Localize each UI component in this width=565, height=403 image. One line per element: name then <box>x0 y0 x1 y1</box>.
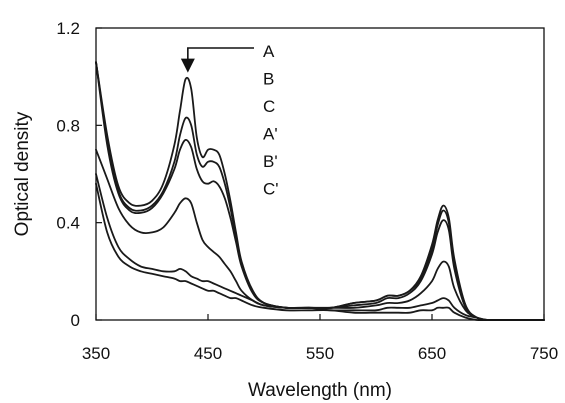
y-axis-label: Optical density <box>12 111 33 236</box>
annotation-layer <box>180 47 254 73</box>
legend-label: B' <box>263 152 278 171</box>
x-tick-label: 650 <box>418 344 446 363</box>
series-line-6 <box>95 182 545 322</box>
annotation-arrow-line <box>187 47 254 61</box>
legend-label: B <box>263 70 274 89</box>
y-tick-label: 1.2 <box>56 19 80 38</box>
legend-label: C <box>263 97 275 116</box>
x-tick-label: 550 <box>306 344 334 363</box>
series-layer <box>95 61 545 322</box>
x-axis-label: Wavelength (nm) <box>248 380 392 401</box>
x-tick-label: 350 <box>82 344 110 363</box>
tick-layer: 350 450 550 650 750 0 0.4 0.8 1.2 <box>56 19 558 363</box>
legend-label: A <box>263 42 275 61</box>
series-line-2 <box>95 61 545 322</box>
y-tick-label: 0.4 <box>56 214 80 233</box>
x-tick-label: 450 <box>194 344 222 363</box>
legend-label: C' <box>263 180 279 199</box>
x-tick-label: 750 <box>530 344 558 363</box>
series-line-5 <box>95 173 545 322</box>
annotation-arrowhead <box>180 58 195 73</box>
legend: ABC A' B' C' <box>263 42 279 199</box>
series-line-3 <box>95 61 545 322</box>
y-tick-label: 0 <box>71 311 80 330</box>
legend-label: A' <box>263 125 278 144</box>
y-tick-label: 0.8 <box>56 116 80 135</box>
